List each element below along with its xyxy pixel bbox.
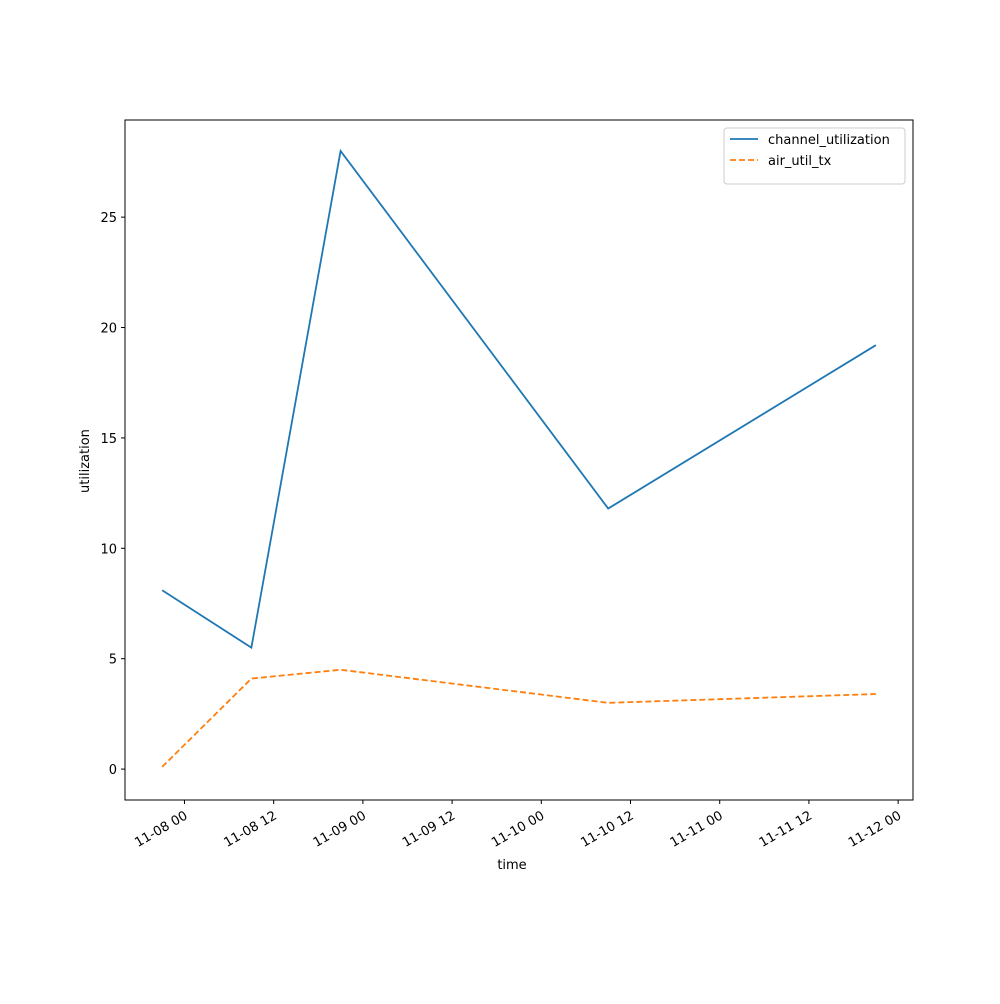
x-tick-label: 11-09 12 [400,808,458,850]
x-tick-label: 11-11 12 [757,808,815,850]
y-tick-label: 0 [109,763,117,778]
x-tick-label: 11-11 00 [668,808,726,850]
x-tick-label: 11-12 00 [846,808,904,850]
legend-label: air_util_tx [768,154,832,169]
x-tick-label: 11-10 00 [489,808,547,850]
y-axis-label: utilization [78,429,93,493]
y-tick-label: 10 [100,542,117,557]
x-tick-label: 11-08 00 [132,808,190,850]
x-tick-label: 11-10 12 [578,808,636,850]
y-tick-label: 20 [100,322,117,337]
x-axis-label: time [497,858,526,873]
series-line [161,668,876,768]
legend-label: channel_utilization [768,133,890,148]
legend-box [723,127,906,185]
y-tick-label: 25 [100,211,117,226]
y-tick-label: 5 [109,653,117,668]
x-tick-label: 11-09 00 [311,808,369,850]
plot-frame [124,119,914,801]
series-line [161,148,877,650]
y-tick-label: 15 [100,432,117,447]
x-tick-label: 11-08 12 [222,808,280,850]
